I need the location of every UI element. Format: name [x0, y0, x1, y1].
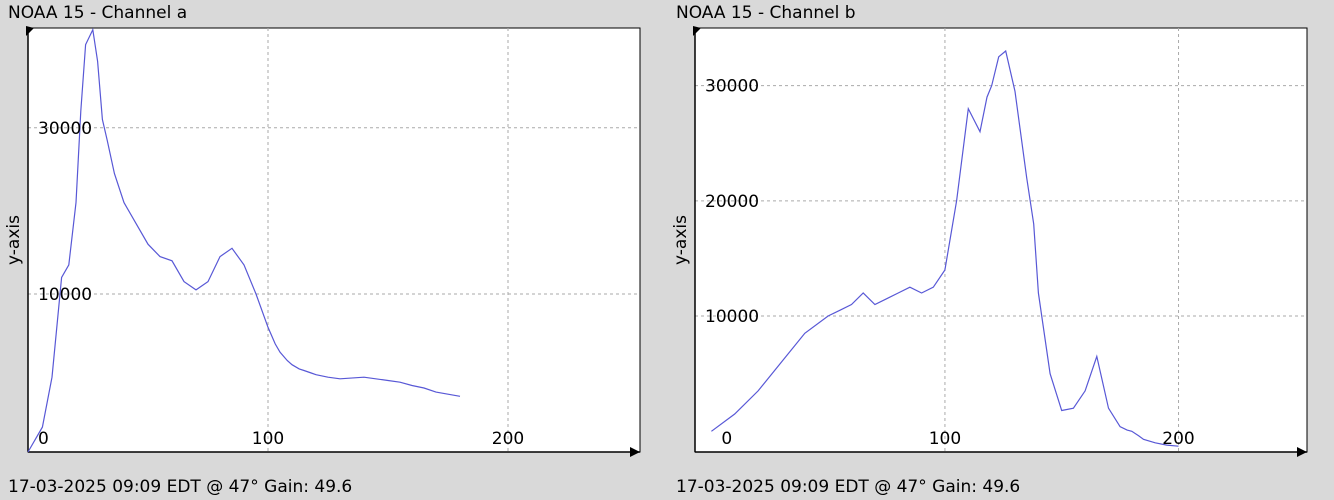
- x-tick-label: 100: [929, 429, 961, 449]
- y-tick-label: 30000: [38, 119, 92, 139]
- plot-area: [694, 27, 1308, 453]
- chart-title: NOAA 15 - Channel a: [8, 3, 188, 23]
- y-axis-arrow: [26, 26, 34, 36]
- y-axis-label: y-axis: [671, 215, 691, 265]
- x-tick-label: 0: [721, 429, 732, 449]
- chart-panel-channel-b: NOAA 15 - Channel b 0 100 200 10000 20000 300…: [667, 0, 1334, 500]
- y-axis-arrow: [693, 26, 701, 36]
- chart-footer: 17-03-2025 09:09 EDT @ 47° Gain: 49.6: [676, 477, 1021, 497]
- plot-area: [27, 27, 641, 453]
- x-tick-label: 200: [1162, 429, 1194, 449]
- x-tick-label: 100: [252, 429, 284, 449]
- y-axis-label: y-axis: [4, 215, 24, 265]
- series-line: [27, 27, 461, 453]
- x-tick-label: 200: [492, 429, 524, 449]
- chart-title: NOAA 15 - Channel b: [676, 3, 856, 23]
- x-tick-label: 0: [38, 429, 49, 449]
- y-tick-label: 20000: [705, 192, 759, 212]
- y-tick-label: 10000: [705, 307, 759, 327]
- chart-plot-channel-b: 0 100 200 10000 20000 30000 y-axis: [671, 26, 1308, 457]
- y-tick-label: 10000: [38, 285, 92, 305]
- chart-footer: 17-03-2025 09:09 EDT @ 47° Gain: 49.6: [8, 477, 353, 497]
- series-line: [711, 49, 1179, 447]
- x-axis-arrow: [630, 447, 640, 457]
- x-axis-arrow: [1297, 447, 1307, 457]
- y-tick-label: 30000: [705, 77, 759, 97]
- chart-plot-channel-a: 0 100 200 10000 30000 y-axis: [4, 26, 641, 457]
- chart-panel-channel-a: NOAA 15 - Channel a 0 100 200 10000 30000 y-a…: [4, 3, 641, 497]
